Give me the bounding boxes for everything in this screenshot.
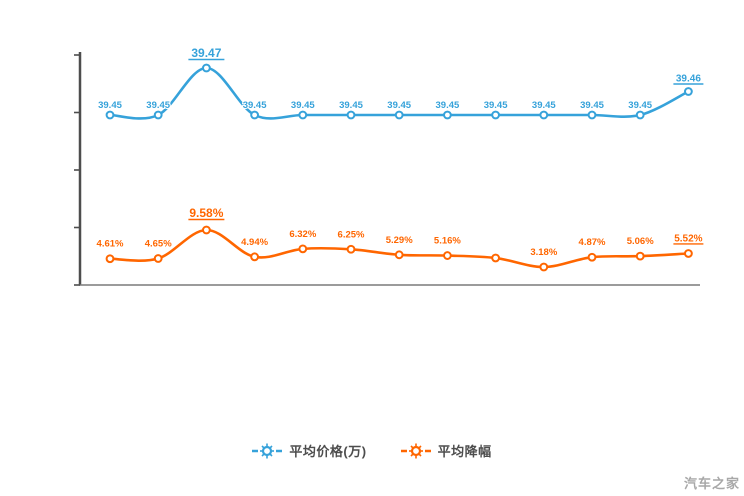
data-point-label: 4.87% [579, 237, 606, 248]
data-point-label: 4.94% [241, 237, 268, 248]
data-point-label: 3.18% [530, 247, 557, 258]
legend-item-avg-discount[interactable]: 平均降幅 [400, 441, 492, 460]
data-point-label: 4.61% [97, 239, 124, 250]
data-point-marker[interactable] [684, 249, 693, 258]
legend-item-avg-price[interactable]: 平均价格(万) [252, 441, 366, 460]
data-point-marker[interactable] [684, 87, 693, 96]
data-point-marker[interactable] [298, 110, 308, 120]
data-point-marker[interactable] [250, 252, 260, 262]
data-point-label: 5.29% [386, 235, 413, 246]
data-point-label: 39.47 [191, 46, 221, 60]
data-point-marker[interactable] [394, 110, 404, 120]
data-point-marker[interactable] [346, 110, 356, 120]
data-point-marker[interactable] [346, 244, 356, 254]
data-point-marker[interactable] [443, 110, 452, 120]
data-point-marker[interactable] [491, 253, 501, 263]
data-point-marker[interactable] [587, 252, 597, 262]
data-point-label: 39.45 [484, 100, 508, 111]
data-point-marker[interactable] [394, 250, 404, 260]
data-point-marker[interactable] [105, 110, 115, 120]
watermark: 汽车之家 [684, 473, 740, 492]
data-point-label: 39.45 [243, 100, 267, 111]
legend: 平均价格(万) 平均降幅 [0, 441, 744, 460]
autohome-logo-text: 汽车之家 [683, 476, 740, 491]
data-point-label: 6.32% [289, 229, 316, 240]
data-point-label: 39.45 [291, 100, 315, 111]
data-point-marker[interactable] [635, 110, 645, 120]
legend-label-avg-price: 平均价格(万) [289, 444, 367, 459]
data-point-marker[interactable] [105, 254, 115, 264]
data-point-marker[interactable] [202, 225, 211, 235]
data-point-marker[interactable] [539, 110, 549, 120]
data-point-marker[interactable] [153, 254, 163, 263]
data-point-label: 9.58% [189, 206, 223, 220]
data-point-label: 39.45 [436, 100, 460, 111]
data-point-label: 39.45 [387, 100, 411, 111]
data-point-label: 39.45 [339, 100, 363, 111]
data-point-label: 39.45 [580, 100, 604, 111]
data-point-marker[interactable] [153, 110, 163, 120]
data-point-marker[interactable] [250, 110, 260, 120]
data-point-marker[interactable] [443, 251, 452, 260]
data-point-marker[interactable] [539, 262, 549, 272]
data-point-marker[interactable] [298, 244, 308, 254]
legend-label-avg-discount: 平均降幅 [437, 444, 492, 459]
data-point-label: 6.25% [338, 229, 365, 240]
data-point-label: 39.45 [628, 100, 652, 111]
data-point-marker[interactable] [587, 110, 597, 120]
data-point-label: 39.45 [98, 100, 122, 111]
data-point-label: 5.52% [674, 233, 702, 244]
data-point-label: 39.46 [676, 74, 701, 85]
data-point-label: 4.65% [145, 239, 172, 250]
data-point-marker[interactable] [202, 63, 211, 73]
data-point-marker[interactable] [491, 110, 501, 120]
data-point-label: 39.45 [532, 100, 556, 111]
line-series-marker-icon [252, 443, 283, 458]
line-series-marker-icon [400, 443, 431, 458]
data-point-label: 39.45 [146, 100, 170, 111]
data-point-label: 5.16% [434, 236, 461, 247]
data-point-label: 5.06% [627, 236, 654, 247]
data-point-marker[interactable] [635, 251, 645, 261]
